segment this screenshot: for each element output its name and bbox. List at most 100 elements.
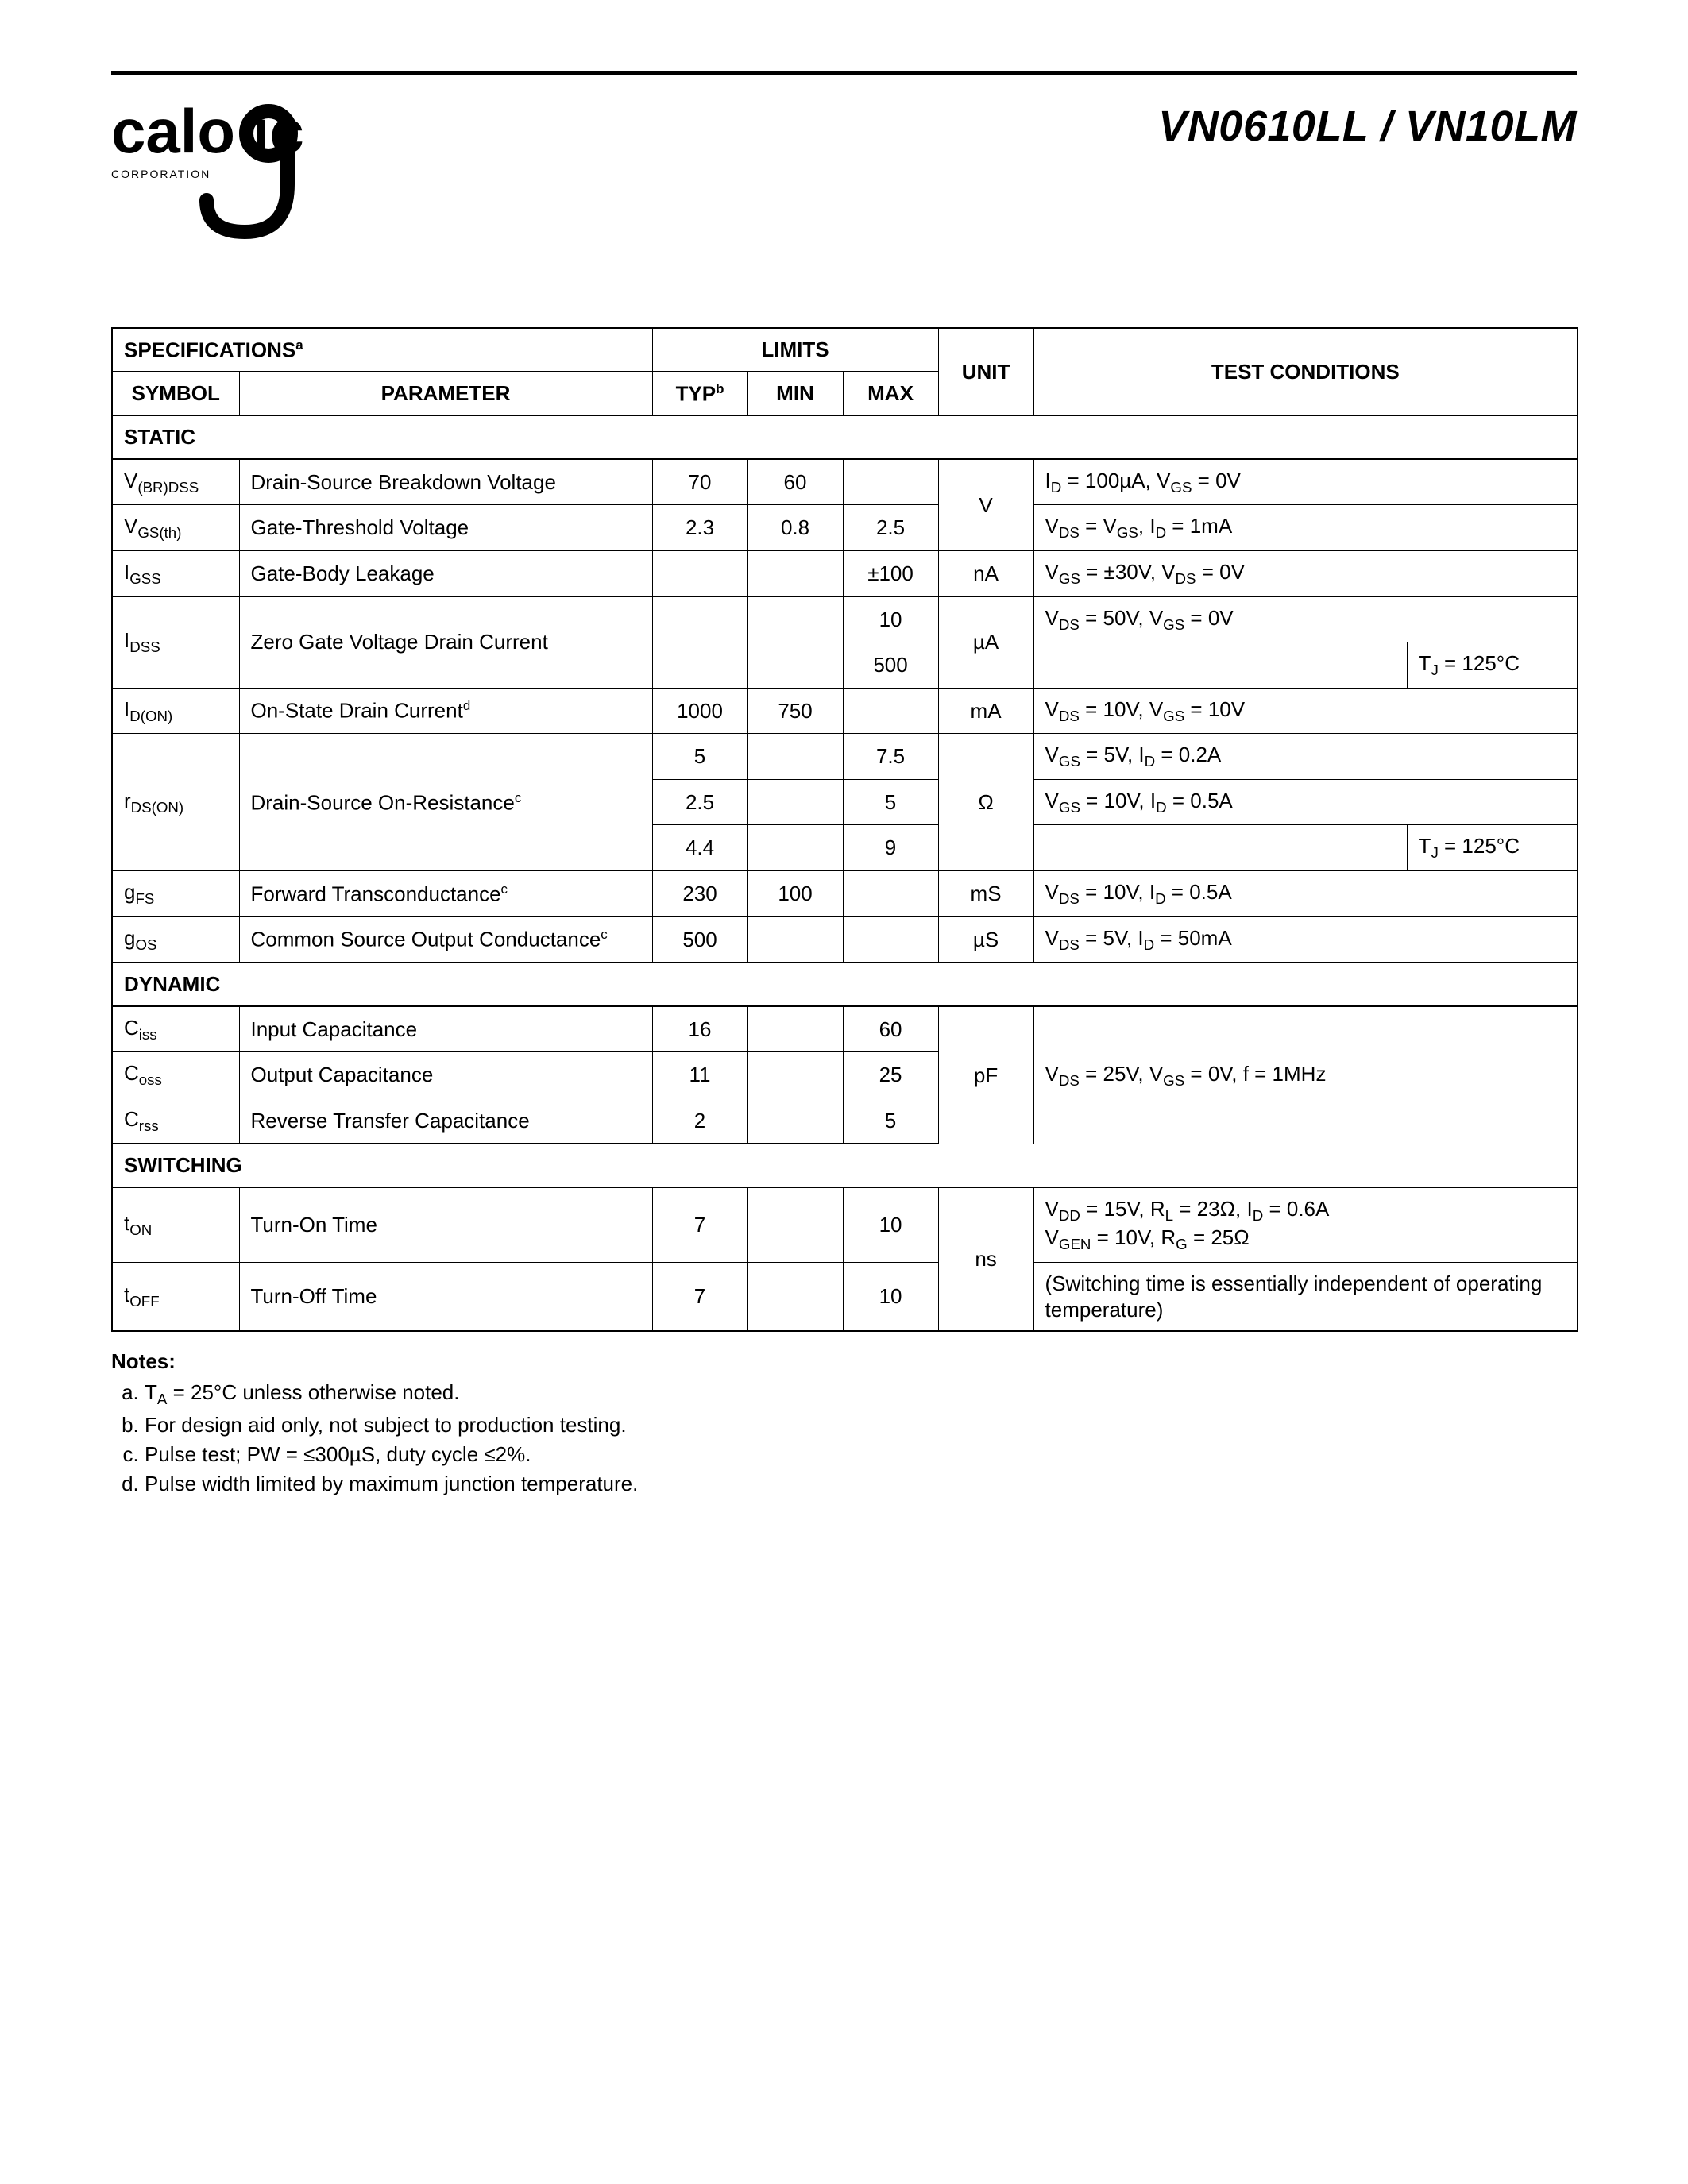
typ: 7 <box>652 1187 747 1263</box>
row-ton: tON Turn-On Time 7 10 ns VDD = 15V, RL =… <box>112 1187 1578 1263</box>
test-condition: (Switching time is essentially independe… <box>1033 1263 1578 1332</box>
min <box>747 1263 843 1332</box>
note-d: Pulse width limited by maximum junction … <box>145 1470 1577 1498</box>
header-typ: TYPb <box>652 372 747 415</box>
notes-block: Notes: TA = 25°C unless otherwise noted.… <box>111 1349 1577 1498</box>
test-condition-temp: TJ = 125°C <box>1407 825 1578 871</box>
unit: nA <box>938 550 1033 596</box>
symbol: tON <box>112 1187 239 1263</box>
symbol: rDS(ON) <box>112 734 239 871</box>
test-condition: VDS = 50V, VGS = 0V <box>1033 596 1578 642</box>
parameter: Input Capacitance <box>239 1006 652 1052</box>
parameter: Turn-On Time <box>239 1187 652 1263</box>
note-c: Pulse test; PW = ≤300µS, duty cycle ≤2%. <box>145 1441 1577 1468</box>
test-condition: VDS = 25V, VGS = 0V, f = 1MHz <box>1033 1006 1578 1144</box>
header-min: MIN <box>747 372 843 415</box>
test-condition: VGS = 5V, ID = 0.2A <box>1033 734 1578 780</box>
min <box>747 1006 843 1052</box>
parameter: Output Capacitance <box>239 1052 652 1098</box>
max: 5 <box>843 1098 938 1144</box>
parameter: Gate-Threshold Voltage <box>239 505 652 551</box>
note-a: TA = 25°C unless otherwise noted. <box>145 1379 1577 1409</box>
min <box>747 1052 843 1098</box>
typ <box>652 642 747 689</box>
symbol: ID(ON) <box>112 688 239 734</box>
max: 2.5 <box>843 505 938 551</box>
header-limits: LIMITS <box>652 328 938 372</box>
header-parameter: PARAMETER <box>239 372 652 415</box>
max: 7.5 <box>843 734 938 780</box>
min <box>747 825 843 871</box>
max <box>843 916 938 963</box>
row-idon: ID(ON) On-State Drain Currentd 1000 750 … <box>112 688 1578 734</box>
test-condition: VGS = 10V, ID = 0.5A <box>1033 779 1578 825</box>
typ: 16 <box>652 1006 747 1052</box>
typ: 2 <box>652 1098 747 1144</box>
test-condition-blank <box>1033 642 1407 689</box>
logo: calo ic CORPORATION <box>111 97 381 256</box>
symbol: IGSS <box>112 550 239 596</box>
header-specifications: SPECIFICATIONSa <box>112 328 652 372</box>
max: 5 <box>843 779 938 825</box>
test-condition: VDS = VGS, ID = 1mA <box>1033 505 1578 551</box>
parameter: Gate-Body Leakage <box>239 550 652 596</box>
logo-subtext: CORPORATION <box>111 168 211 180</box>
row-gos: gOS Common Source Output Conductancec 50… <box>112 916 1578 963</box>
min <box>747 916 843 963</box>
unit: mA <box>938 688 1033 734</box>
row-ciss: Ciss Input Capacitance 16 60 pF VDS = 25… <box>112 1006 1578 1052</box>
parameter: Forward Transconductancec <box>239 871 652 917</box>
unit: µA <box>938 596 1033 688</box>
test-condition: VDS = 10V, VGS = 10V <box>1033 688 1578 734</box>
min <box>747 779 843 825</box>
typ: 11 <box>652 1052 747 1098</box>
typ: 2.5 <box>652 779 747 825</box>
test-condition: ID = 100µA, VGS = 0V <box>1033 459 1578 505</box>
typ: 70 <box>652 459 747 505</box>
test-condition: VDS = 10V, ID = 0.5A <box>1033 871 1578 917</box>
test-condition: VGS = ±30V, VDS = 0V <box>1033 550 1578 596</box>
typ: 230 <box>652 871 747 917</box>
header-unit: UNIT <box>938 328 1033 415</box>
min: 60 <box>747 459 843 505</box>
symbol: gFS <box>112 871 239 917</box>
symbol: gOS <box>112 916 239 963</box>
page-header: calo ic CORPORATION VN0610LL / VN10LM <box>111 97 1577 256</box>
section-switching: SWITCHING <box>112 1144 1578 1187</box>
unit-volts: V <box>938 459 1033 551</box>
parameter: Drain-Source On-Resistancec <box>239 734 652 871</box>
max: 10 <box>843 1187 938 1263</box>
part-number-title: VN0610LL / VN10LM <box>1158 102 1577 151</box>
unit: pF <box>938 1006 1033 1144</box>
row-gfs: gFS Forward Transconductancec 230 100 mS… <box>112 871 1578 917</box>
symbol: IDSS <box>112 596 239 688</box>
section-switching-label: SWITCHING <box>112 1144 1578 1187</box>
specifications-table: SPECIFICATIONSa LIMITS UNIT TEST CONDITI… <box>111 327 1578 1332</box>
min: 750 <box>747 688 843 734</box>
section-static-label: STATIC <box>112 415 1578 459</box>
test-condition-blank <box>1033 825 1407 871</box>
top-rule <box>111 71 1577 75</box>
max: 500 <box>843 642 938 689</box>
parameter: Drain-Source Breakdown Voltage <box>239 459 652 505</box>
header-test-conditions: TEST CONDITIONS <box>1033 328 1578 415</box>
section-dynamic: DYNAMIC <box>112 963 1578 1006</box>
parameter: Zero Gate Voltage Drain Current <box>239 596 652 688</box>
min <box>747 596 843 642</box>
max: 10 <box>843 1263 938 1332</box>
header-symbol: SYMBOL <box>112 372 239 415</box>
symbol: Crss <box>112 1098 239 1144</box>
unit: µS <box>938 916 1033 963</box>
parameter: Common Source Output Conductancec <box>239 916 652 963</box>
test-condition-temp: TJ = 125°C <box>1407 642 1578 689</box>
typ: 500 <box>652 916 747 963</box>
min <box>747 1098 843 1144</box>
test-condition: VDD = 15V, RL = 23Ω, ID = 0.6AVGEN = 10V… <box>1033 1187 1578 1263</box>
min <box>747 550 843 596</box>
min: 100 <box>747 871 843 917</box>
unit: ns <box>938 1187 1033 1331</box>
min <box>747 642 843 689</box>
max <box>843 688 938 734</box>
symbol: V(BR)DSS <box>112 459 239 505</box>
unit: mS <box>938 871 1033 917</box>
